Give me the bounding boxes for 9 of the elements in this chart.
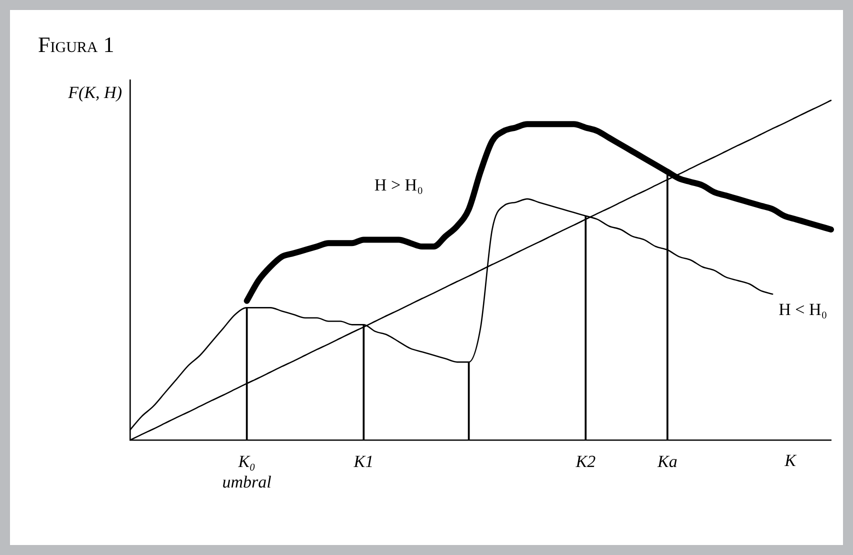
text: H > H₀	[374, 176, 424, 195]
x-tick-label: K1	[352, 452, 374, 471]
y-axis-title: F(K, H)	[67, 82, 122, 102]
x-axis-title: K	[784, 451, 798, 470]
x-tick-label: Ka	[656, 452, 678, 471]
x-tick-label: K₀ umbral	[222, 452, 272, 492]
x-tick-label: K2	[574, 452, 596, 471]
series-label: H < H₀	[778, 300, 828, 320]
chart-title: Figura 1	[38, 32, 114, 58]
